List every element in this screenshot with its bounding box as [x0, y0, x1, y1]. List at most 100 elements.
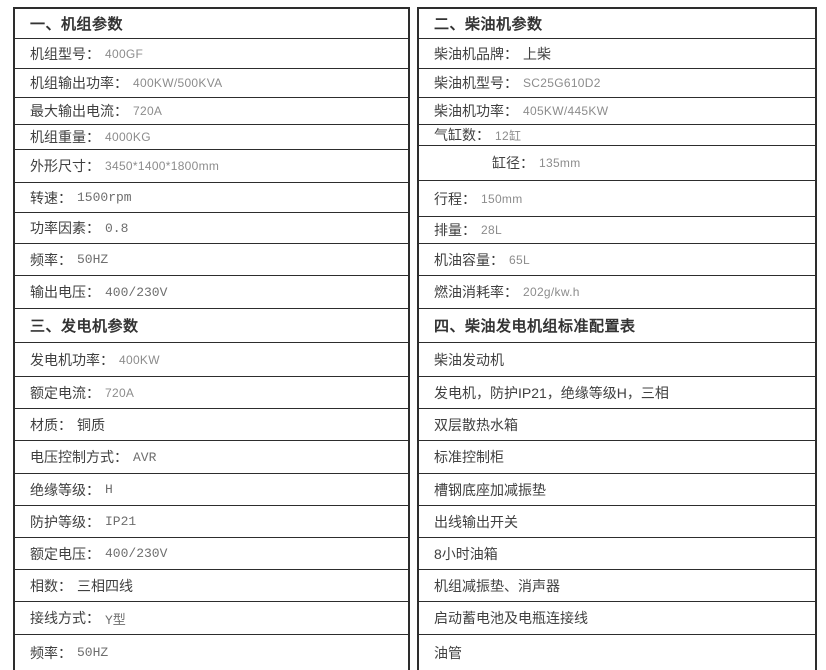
- spec-row: 排量： 28L: [419, 217, 815, 244]
- spec-label: 行程：: [434, 190, 476, 207]
- spec-value: SC25G610D2: [523, 76, 601, 90]
- spec-row: 绝缘等级： H: [15, 474, 408, 506]
- section-title: 二、柴油机参数: [434, 16, 543, 33]
- spec-value: 150mm: [481, 191, 523, 206]
- spec-value: 4000KG: [105, 130, 151, 144]
- spec-value: 400/230V: [105, 546, 168, 561]
- spec-label: 燃油消耗率：: [434, 284, 518, 300]
- spec-row: 柴油机型号： SC25G610D2: [419, 69, 815, 98]
- spec-value: 202g/kw.h: [523, 285, 580, 299]
- spec-value: 400/230V: [105, 284, 168, 300]
- spec-label: 频率：: [30, 251, 72, 268]
- section-header-row: 三、发电机参数: [15, 309, 408, 343]
- spec-value: 28L: [481, 223, 502, 237]
- spec-row: 行程： 150mm: [419, 181, 815, 217]
- spec-value: 12缸: [495, 128, 522, 143]
- spec-label: 转速：: [30, 189, 72, 206]
- spec-value: AVR: [133, 449, 157, 465]
- spec-value: 三相四线: [77, 577, 133, 594]
- spec-row: 燃油消耗率： 202g/kw.h: [419, 276, 815, 309]
- spec-value: 405KW/445KW: [523, 104, 609, 118]
- spec-row: 外形尺寸： 3450*1400*1800mm: [15, 150, 408, 183]
- section-title: 四、柴油发电机组标准配置表: [434, 318, 636, 335]
- spec-label: 材质：: [30, 416, 72, 433]
- section-title: 一、机组参数: [30, 16, 124, 33]
- spec-value: 135mm: [539, 156, 581, 170]
- spec-value: 50HZ: [77, 252, 109, 267]
- spec-value: 400KW/500KVA: [133, 76, 223, 90]
- spec-row: 机组型号： 400GF: [15, 39, 408, 69]
- spec-row: 接线方式： Y型: [15, 602, 408, 635]
- spec-label: 额定电压：: [30, 545, 100, 562]
- spec-row: 材质： 铜质: [15, 409, 408, 441]
- spec-row: 输出电压： 400/230V: [15, 276, 408, 309]
- spec-row: 机组重量： 4000KG: [15, 125, 408, 150]
- spec-value: 上柴: [523, 45, 551, 62]
- spec-row: 发电机功率： 400KW: [15, 343, 408, 377]
- spec-label: 功率因素：: [30, 220, 100, 236]
- spec-value: 65L: [509, 252, 530, 267]
- spec-row: 机油容量： 65L: [419, 244, 815, 276]
- spec-label: 柴油机品牌：: [434, 45, 518, 62]
- spec-row: 柴油发动机: [419, 343, 815, 377]
- spec-value: 铜质: [77, 416, 105, 433]
- spec-label: 出线输出开关: [434, 513, 518, 530]
- spec-label: 发电机，防护IP21，绝缘等级H，三相: [434, 384, 669, 401]
- spec-label: 电压控制方式：: [30, 449, 128, 465]
- spec-row: 机组输出功率： 400KW/500KVA: [15, 69, 408, 98]
- spec-row: 出线输出开关: [419, 506, 815, 538]
- spec-label: 机组型号：: [30, 45, 100, 62]
- spec-label: 缸径：: [492, 155, 534, 171]
- spec-row: 8小时油箱: [419, 538, 815, 570]
- spec-value: 50HZ: [77, 645, 109, 660]
- spec-row: 油管: [419, 635, 815, 670]
- spec-row: 柴油机品牌： 上柴: [419, 39, 815, 69]
- spec-row: 标准控制柜: [419, 441, 815, 474]
- spec-label: 槽钢底座加减振垫: [434, 481, 546, 498]
- spec-value: 400KW: [119, 352, 160, 367]
- spec-label: 8小时油箱: [434, 545, 498, 562]
- spec-label: 机组减振垫、消声器: [434, 577, 560, 594]
- section-header-row: 二、柴油机参数: [419, 9, 815, 39]
- spec-row: 最大输出电流： 720A: [15, 98, 408, 125]
- spec-row: 频率： 50HZ: [15, 244, 408, 276]
- spec-row: 相数： 三相四线: [15, 570, 408, 602]
- spec-value: Y型: [105, 612, 126, 628]
- spec-row: 缸径： 135mm: [419, 146, 815, 181]
- section-header-row: 四、柴油发电机组标准配置表: [419, 309, 815, 343]
- spec-label: 柴油机功率：: [434, 103, 518, 119]
- spec-label: 相数：: [30, 577, 72, 594]
- spec-row: 槽钢底座加减振垫: [419, 474, 815, 506]
- table-engine-and-standard-configuration: 二、柴油机参数 柴油机品牌： 上柴 柴油机型号： SC25G610D2 柴油机功率： 405…: [417, 7, 817, 670]
- spec-value: 720A: [133, 104, 163, 118]
- spec-label: 机组重量：: [30, 129, 100, 145]
- spec-label: 气缸数：: [434, 127, 490, 143]
- spec-row: 柴油机功率： 405KW/445KW: [419, 98, 815, 125]
- spec-label: 标准控制柜: [434, 449, 504, 465]
- spec-value: 400GF: [105, 46, 144, 61]
- spec-label: 双层散热水箱: [434, 416, 518, 433]
- spec-label: 输出电压：: [30, 284, 100, 300]
- spec-label: 柴油机型号：: [434, 75, 518, 91]
- spec-value: 720A: [105, 385, 135, 400]
- spec-row: 双层散热水箱: [419, 409, 815, 441]
- spec-row: 电压控制方式： AVR: [15, 441, 408, 474]
- spec-row: 气缸数： 12缸: [419, 125, 815, 146]
- spec-row: 额定电流： 720A: [15, 377, 408, 409]
- spec-value: 0.8: [105, 220, 129, 236]
- table-unit-and-generator-parameters: 一、机组参数 机组型号： 400GF 机组输出功率： 400KW/500KVA 最大输出电…: [13, 7, 410, 670]
- spec-value: H: [105, 482, 113, 497]
- spec-sheet: 一、机组参数 机组型号： 400GF 机组输出功率： 400KW/500KVA 最大输出电…: [13, 7, 817, 670]
- spec-row: 额定电压： 400/230V: [15, 538, 408, 570]
- spec-label: 排量：: [434, 222, 476, 238]
- spec-label: 接线方式：: [30, 610, 100, 626]
- spec-value: 3450*1400*1800mm: [105, 159, 220, 173]
- spec-label: 机组输出功率：: [30, 75, 128, 91]
- spec-row: 发电机，防护IP21，绝缘等级H，三相: [419, 377, 815, 409]
- spec-label: 外形尺寸：: [30, 158, 100, 174]
- spec-row: 频率： 50HZ: [15, 635, 408, 670]
- spec-label: 频率：: [30, 644, 72, 661]
- spec-label: 防护等级：: [30, 513, 100, 530]
- spec-label: 柴油发动机: [434, 351, 504, 368]
- spec-row: 防护等级： IP21: [15, 506, 408, 538]
